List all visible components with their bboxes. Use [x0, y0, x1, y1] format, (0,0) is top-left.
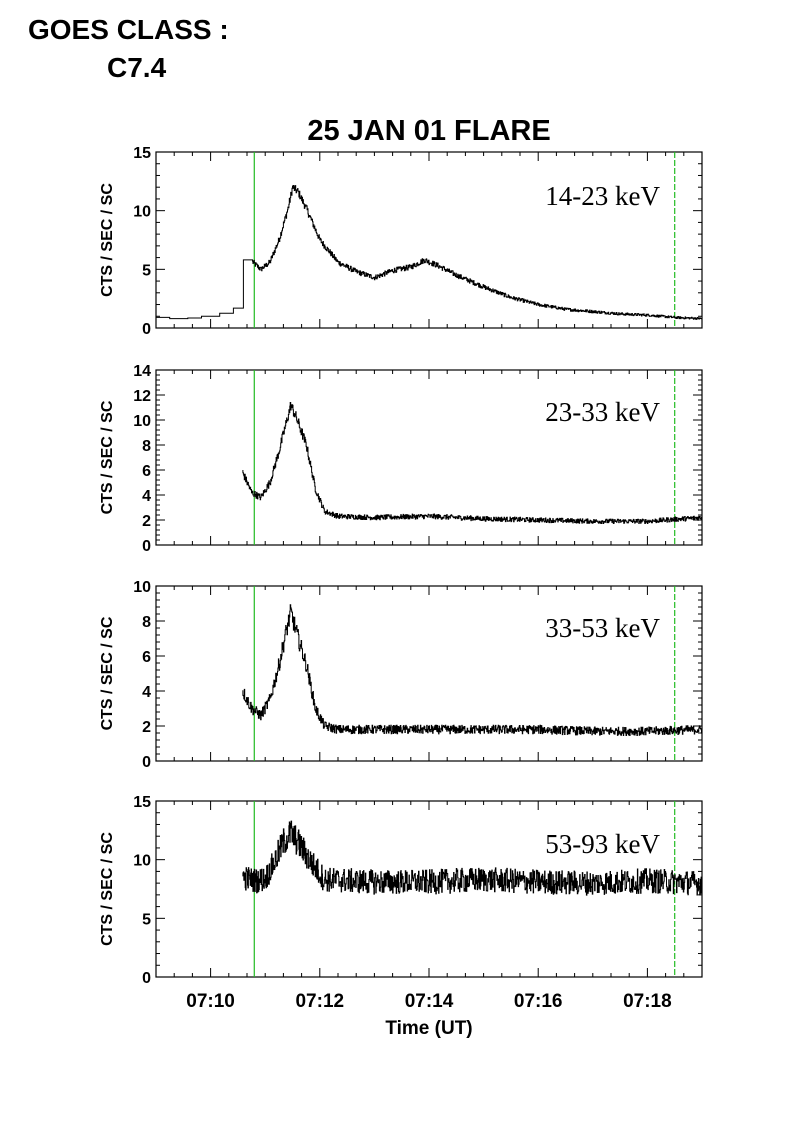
y-tick-label: 15 — [133, 794, 151, 811]
y-axis-label: CTS / SEC / SC — [99, 616, 116, 730]
y-axis-label: CTS / SEC / SC — [99, 832, 116, 946]
y-tick-label: 8 — [142, 438, 151, 455]
series-line — [242, 820, 703, 896]
y-tick-label: 4 — [142, 488, 151, 505]
x-tick-label: 07:14 — [405, 991, 454, 1012]
goes-class-value: C7.4 — [107, 52, 167, 83]
x-tick-label: 07:12 — [295, 991, 344, 1012]
energy-band-label: 33-53 keV — [545, 613, 660, 643]
y-tick-label: 2 — [142, 719, 151, 736]
y-tick-label: 2 — [142, 513, 151, 530]
y-tick-label: 6 — [142, 649, 151, 666]
y-tick-label: 5 — [142, 262, 151, 279]
y-axis-label: CTS / SEC / SC — [99, 183, 116, 297]
y-tick-label: 10 — [133, 413, 151, 430]
y-tick-label: 0 — [142, 321, 151, 338]
y-tick-label: 0 — [142, 754, 151, 771]
x-tick-label: 07:10 — [186, 991, 235, 1012]
x-tick-label: 07:18 — [623, 991, 672, 1012]
panel-frame — [155, 151, 703, 329]
goes-class-label: GOES CLASS : — [28, 14, 229, 45]
energy-band-label: 53-93 keV — [545, 829, 660, 859]
x-axis-label: Time (UT) — [385, 1018, 472, 1039]
y-tick-label: 10 — [133, 853, 151, 870]
y-tick-label: 0 — [142, 538, 151, 555]
y-tick-label: 12 — [133, 388, 151, 405]
y-tick-label: 14 — [133, 363, 151, 380]
energy-band-label: 23-33 keV — [545, 397, 660, 427]
y-tick-label: 8 — [142, 614, 151, 631]
series-line — [156, 185, 703, 320]
y-tick-label: 15 — [133, 145, 151, 162]
y-tick-label: 4 — [142, 684, 151, 701]
chart-title: 25 JAN 01 FLARE — [307, 115, 550, 147]
series-line — [242, 604, 703, 736]
energy-band-label: 14-23 keV — [545, 181, 660, 211]
y-tick-label: 5 — [142, 911, 151, 928]
x-tick-label: 07:16 — [514, 991, 563, 1012]
series-line — [242, 402, 703, 524]
y-tick-label: 6 — [142, 463, 151, 480]
y-tick-label: 0 — [142, 970, 151, 987]
y-tick-label: 10 — [133, 579, 151, 596]
y-axis-label: CTS / SEC / SC — [99, 400, 116, 514]
y-tick-label: 10 — [133, 204, 151, 221]
